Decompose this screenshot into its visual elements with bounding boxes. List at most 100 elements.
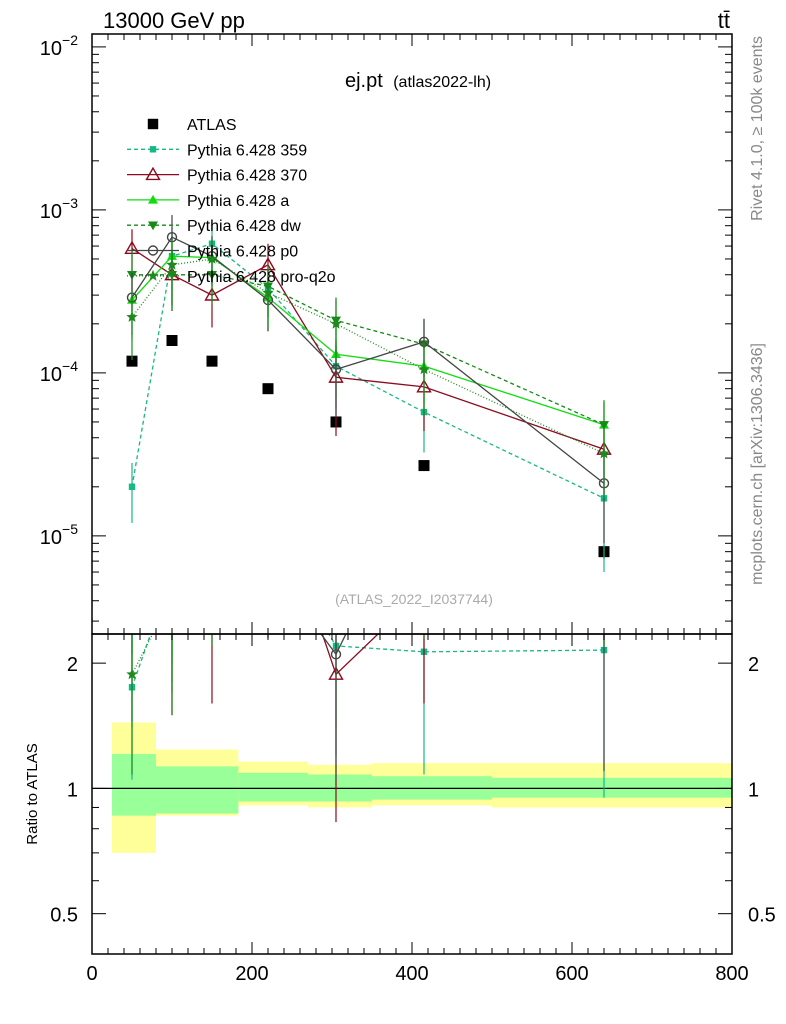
- point-pq2o-4: [330, 317, 342, 329]
- legend-label-p359: Pythia 6.428 359: [187, 142, 307, 159]
- ratio-point-p359-3: [265, 530, 271, 536]
- main-ytick-label-2: 10−3: [40, 195, 78, 223]
- point-pq2o-3: [262, 286, 274, 298]
- ratio-point-p370-3: [262, 467, 275, 478]
- ratio-point-pp0-6: [600, 611, 609, 620]
- series-pa: [127, 233, 609, 459]
- series-ATLAS: [126, 335, 610, 560]
- ratio-point-pdw-5: [419, 477, 429, 486]
- header-left: 13000 GeV pp: [103, 8, 245, 33]
- ratio-point-pp0-3: [264, 558, 273, 567]
- ratio-line-p359: [131, 634, 605, 688]
- legend: ATLAS Pythia 6.428 359 Pythia 6.428 370 Pyt…: [127, 117, 336, 286]
- legend-label-pp0: Pythia 6.428 p0: [187, 244, 298, 261]
- band-inner-0: [112, 753, 156, 816]
- ratio-series-pdw: [127, 477, 429, 716]
- legend-marker-pdw: [148, 221, 158, 231]
- ratio-ytick-label-left-0: 0.5: [50, 905, 78, 927]
- ratio-ytick-label-right-0: 0.5: [748, 905, 776, 927]
- point-ATLAS-5: [418, 460, 430, 472]
- main-ytick-label-3: 10−2: [40, 32, 78, 60]
- legend-item-ATLAS: ATLAS: [147, 117, 237, 134]
- point-ATLAS-3: [262, 383, 274, 395]
- ratio-point-pp0-1: [168, 520, 177, 529]
- ratio-point-pdw-1: [167, 619, 177, 628]
- ratio-ytick-label-right-1: 1: [748, 779, 759, 801]
- ratio-point-pq2o-4: [330, 532, 341, 543]
- legend-label-p370: Pythia 6.428 370: [187, 168, 307, 185]
- point-pq2o-1: [166, 258, 178, 270]
- ytick-exponent: −5: [62, 521, 78, 537]
- ratio-series-pq2o: [126, 523, 605, 775]
- ratio-point-pdw-3: [263, 525, 273, 534]
- mcplots-label: mcplots.cern.ch [arXiv:1306.3436]: [749, 343, 766, 585]
- ytick-base: 10: [40, 38, 62, 60]
- ratio-point-pp0-0: [128, 622, 137, 631]
- legend-marker-pp0: [147, 245, 159, 256]
- ytick-exponent: −2: [62, 32, 78, 48]
- ytick-exponent: −4: [62, 358, 78, 374]
- point-pdw-6: [599, 421, 609, 430]
- legend-label-pq2o: Pythia 6.428 pro-q2o: [187, 269, 336, 286]
- legend-marker-p370: [145, 166, 161, 181]
- ratio-point-pa-2: [207, 520, 217, 529]
- ratio-point-p359-2: [209, 487, 215, 493]
- legend-label-pa: Pythia 6.428 a: [187, 193, 289, 210]
- ratio-point-pq2o-5: [418, 537, 429, 548]
- point-pp0-4: [330, 364, 342, 375]
- ratio-point-pq2o-3: [262, 537, 273, 548]
- main-ytick-label-0: 10−5: [40, 521, 78, 549]
- ratio-point-pdw-2: [207, 563, 217, 572]
- x-tick-label-1: 200: [235, 963, 268, 985]
- main-panel-series: [124, 215, 612, 573]
- legend-item-p359: Pythia 6.428 359: [127, 142, 307, 159]
- chart-title-sub: (atlas2022-lh): [393, 74, 491, 91]
- ratio-point-pq2o-2: [206, 523, 217, 534]
- point-p359-0: [128, 483, 136, 491]
- ratio-point-pa-3: [263, 552, 273, 561]
- ratio-point-pdw-4: [331, 525, 341, 534]
- analysis-id: (ATLAS_2022_I2037744): [335, 591, 493, 607]
- ratio-point-pp0-2: [208, 516, 217, 525]
- ytick-base: 10: [40, 201, 62, 223]
- chart-title-main: ej.pt: [345, 70, 383, 92]
- ratio-point-pa-0: [127, 625, 137, 634]
- ratio-ytick-label-right-2: 2: [748, 654, 759, 676]
- legend-item-p370: Pythia 6.428 370: [127, 166, 307, 185]
- ytick-exponent: −3: [62, 195, 78, 211]
- ratio-panel-series: [126, 467, 609, 823]
- point-pq2o-6: [598, 447, 610, 459]
- legend-marker-pq2o: [147, 269, 159, 281]
- ratio-ylabel: Ratio to ATLAS: [24, 743, 41, 844]
- ratio-line-pp0: [320, 634, 347, 656]
- point-pq2o-5: [418, 363, 430, 375]
- legend-label-pdw: Pythia 6.428 dw: [187, 218, 301, 235]
- ytick-base: 10: [40, 364, 62, 386]
- legend-item-pa: Pythia 6.428 a: [127, 193, 289, 210]
- band-inner-2: [238, 772, 308, 802]
- ratio-point-pp0-4: [330, 649, 342, 660]
- point-ATLAS-2: [206, 355, 218, 367]
- ratio-point-p370-2: [206, 616, 219, 627]
- ratio-ytick-label-left-2: 2: [67, 654, 78, 676]
- header-right: tt̄: [718, 8, 730, 33]
- chart-title: ej.pt (atlas2022-lh): [345, 70, 491, 92]
- point-ATLAS-0: [126, 355, 138, 367]
- ratio-point-p359-1: [169, 569, 175, 575]
- point-ATLAS-1: [166, 335, 178, 347]
- ratio-point-pa-5: [419, 528, 429, 537]
- x-tick-label-3: 600: [555, 963, 588, 985]
- ytick-base: 10: [40, 527, 62, 549]
- legend-item-pp0: Pythia 6.428 p0: [127, 244, 298, 261]
- rivet-version-label: Rivet 4.1.0, ≥ 100k events: [749, 36, 766, 221]
- ratio-point-pdw-0: [127, 563, 137, 572]
- ratio-point-pa-4: [331, 611, 341, 620]
- legend-item-pq2o: Pythia 6.428 pro-q2o: [127, 269, 336, 286]
- ratio-ytick-label-left-1: 1: [67, 779, 78, 801]
- x-tick-label-0: 0: [86, 963, 97, 985]
- legend-item-pdw: Pythia 6.428 dw: [127, 218, 301, 235]
- x-tick-label-4: 800: [715, 963, 748, 985]
- series-pp0: [126, 215, 610, 544]
